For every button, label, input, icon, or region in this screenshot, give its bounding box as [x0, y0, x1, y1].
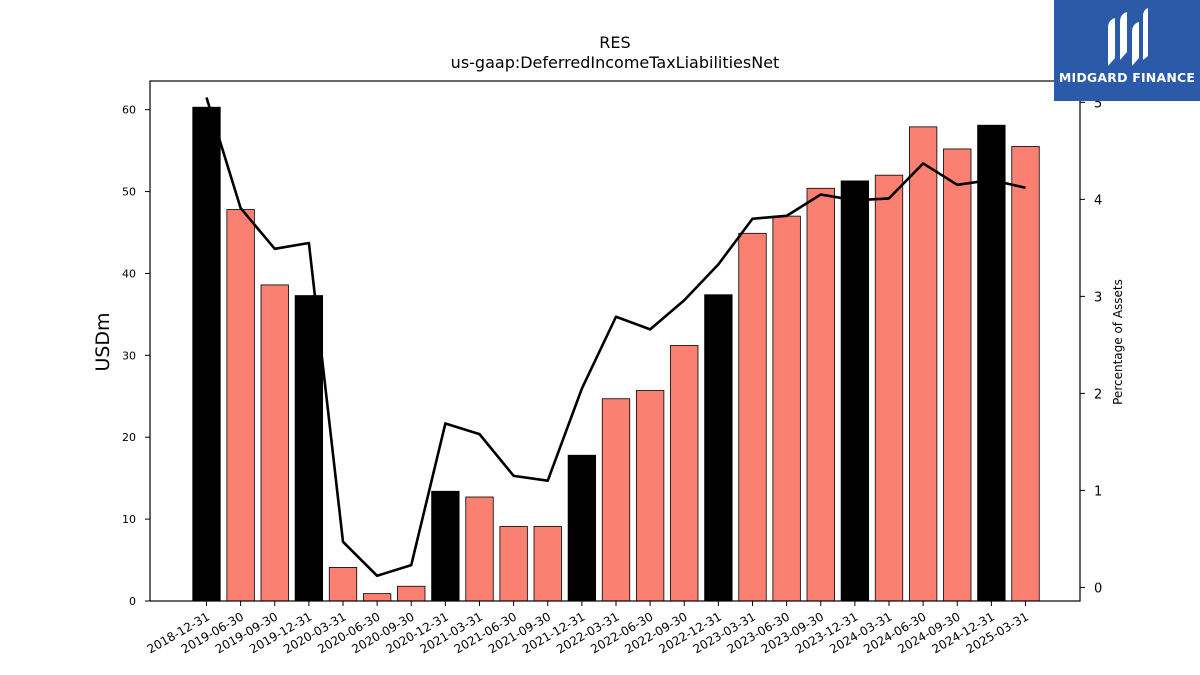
bar	[977, 124, 1006, 602]
y-tick-label: 20	[122, 431, 136, 444]
bar	[294, 295, 324, 602]
y-tick-label: 40	[122, 267, 136, 280]
bar	[840, 180, 870, 602]
bar	[738, 232, 767, 602]
y-tick-label: 10	[122, 513, 136, 526]
midgard-finance-logo: MIDGARD FINANCE	[1054, 0, 1200, 101]
y2-tick-label: 3	[1094, 290, 1102, 305]
bar	[772, 215, 801, 602]
bar	[328, 567, 358, 602]
bar	[226, 209, 255, 602]
bar	[601, 398, 631, 602]
bar	[465, 496, 494, 602]
bar	[908, 126, 938, 602]
y2-tick-label: 2	[1094, 387, 1102, 402]
logo-text: MIDGARD FINANCE	[1058, 70, 1196, 85]
bar	[431, 490, 460, 602]
bar	[362, 593, 392, 602]
bar	[874, 174, 904, 602]
bar	[670, 345, 699, 602]
y-tick-label: 30	[122, 349, 136, 362]
y2-axis-label: Percentage of Assets	[1111, 279, 1125, 405]
plot-frame	[149, 80, 1081, 602]
bar	[533, 526, 562, 602]
bar	[260, 284, 289, 602]
bar	[397, 585, 426, 602]
y-tick-label: 0	[129, 595, 136, 608]
bar	[1011, 146, 1040, 602]
series-line	[205, 97, 1026, 578]
y-tick-label: 60	[122, 104, 136, 117]
y2-tick-label: 1	[1094, 484, 1102, 499]
y2-tick-label: 0	[1094, 581, 1102, 596]
bar	[806, 187, 835, 602]
chart-title: RES	[599, 33, 630, 52]
y-tick-label: 50	[122, 186, 136, 199]
y2-tick-label: 5	[1094, 96, 1102, 111]
bar	[499, 526, 528, 602]
bar	[192, 106, 221, 602]
logo-mark-icon	[1108, 8, 1148, 66]
bar	[635, 390, 665, 602]
chart-subtitle: us-gaap:DeferredIncomeTaxLiabilitiesNet	[451, 53, 780, 72]
bar	[943, 148, 972, 602]
bar	[704, 294, 733, 602]
y-axis-label: USDm	[92, 312, 114, 371]
bar	[567, 454, 597, 602]
y2-tick-label: 4	[1094, 193, 1102, 208]
